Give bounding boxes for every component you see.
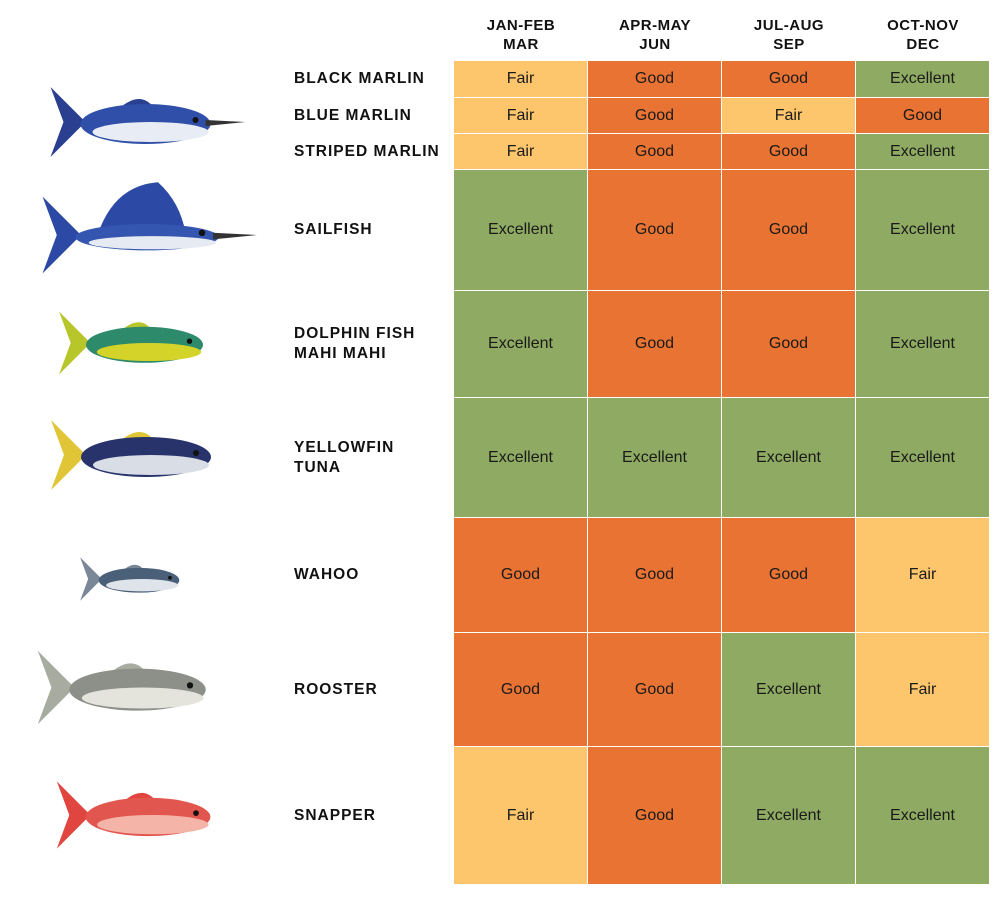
mahi-mahi-illustration: [59, 311, 203, 375]
rating-cell: Good: [454, 633, 587, 746]
rating-cell: Fair: [454, 98, 587, 133]
rooster-fish-illustration: [37, 650, 206, 725]
fish-name-line: ROOSTER: [294, 680, 378, 698]
column-header-line: JUL-AUG: [753, 17, 825, 34]
column-header-line: DEC: [906, 36, 940, 53]
rating-cell: Good: [588, 747, 721, 884]
rating-cell: Good: [588, 518, 721, 632]
rating-cell: Excellent: [856, 134, 989, 169]
fish-name-label: WAHOO: [294, 518, 359, 632]
yellowfin-tuna-illustration: [51, 420, 211, 490]
column-header-line: APR-MAY: [618, 17, 692, 34]
fish-name-label: STRIPED MARLIN: [294, 134, 440, 169]
column-header: OCT-NOV DEC: [856, 16, 990, 54]
rating-cell: Excellent: [454, 398, 587, 517]
rating-cell: Good: [722, 518, 855, 632]
wahoo-illustration: [80, 557, 180, 601]
rating-cell: Excellent: [722, 398, 855, 517]
rating-cell: Good: [588, 170, 721, 290]
rating-cell: Fair: [454, 61, 587, 97]
rating-cell: Fair: [454, 747, 587, 884]
rating-cell: Good: [856, 98, 989, 133]
fish-name-line: TUNA: [294, 458, 342, 476]
column-header: JAN-FEB MAR: [454, 16, 588, 54]
rating-cell: Excellent: [856, 170, 989, 290]
rating-cell: Good: [588, 633, 721, 746]
column-header-line: SEP: [773, 36, 805, 53]
rating-cell: Excellent: [856, 747, 989, 884]
fish-name-label: DOLPHIN FISH MAHI MAHI: [294, 291, 415, 397]
column-header-line: JUN: [639, 36, 671, 53]
fish-name-label: YELLOWFIN TUNA: [294, 398, 394, 517]
fish-name-label: SAILFISH: [294, 170, 373, 290]
rating-cell: Good: [722, 291, 855, 397]
fish-name-label: BLACK MARLIN: [294, 61, 425, 97]
rating-cell: Fair: [722, 98, 855, 133]
rating-cell: Good: [588, 61, 721, 97]
rating-cell: Excellent: [454, 170, 587, 290]
fish-name-line: MAHI MAHI: [294, 345, 387, 362]
rating-cell: Excellent: [856, 291, 989, 397]
sailfish-illustration: [42, 182, 257, 274]
column-header-line: MAR: [503, 36, 539, 53]
fish-name-line: BLUE MARLIN: [294, 106, 412, 124]
rating-cell: Good: [722, 134, 855, 169]
marlin-illustration: [50, 87, 246, 157]
fish-name-line: STRIPED MARLIN: [294, 142, 440, 160]
rating-cell: Good: [454, 518, 587, 632]
column-header-line: OCT-NOV: [887, 17, 959, 34]
fish-name-line: BLACK MARLIN: [294, 70, 425, 87]
fish-name-line: DOLPHIN FISH: [294, 325, 416, 342]
fish-name-label: SNAPPER: [294, 747, 376, 884]
fish-name-label: BLUE MARLIN: [294, 98, 412, 133]
rating-cell: Fair: [856, 633, 989, 746]
fish-name-label: ROOSTER: [294, 633, 378, 746]
rating-cell: Excellent: [454, 291, 587, 397]
rating-cell: Good: [722, 170, 855, 290]
column-header-line: JAN-FEB: [486, 17, 556, 34]
column-header: APR-MAY JUN: [588, 16, 722, 54]
fish-name-line: SNAPPER: [294, 806, 376, 824]
rating-cell: Good: [722, 61, 855, 97]
rating-cell: Fair: [454, 134, 587, 169]
rating-cell: Good: [588, 98, 721, 133]
fish-name-line: YELLOWFIN: [294, 438, 395, 456]
rating-cell: Excellent: [856, 398, 989, 517]
column-header: JUL-AUG SEP: [722, 16, 856, 54]
rating-cell: Excellent: [722, 747, 855, 884]
fish-name-line: SAILFISH: [294, 221, 373, 238]
fish-name-line: WAHOO: [294, 566, 360, 583]
rating-cell: Excellent: [588, 398, 721, 517]
rating-cell: Good: [588, 134, 721, 169]
red-snapper-illustration: [56, 781, 211, 849]
rating-cell: Excellent: [722, 633, 855, 746]
rating-cell: Excellent: [856, 61, 989, 97]
rating-cell: Good: [588, 291, 721, 397]
rating-cell: Fair: [856, 518, 989, 632]
